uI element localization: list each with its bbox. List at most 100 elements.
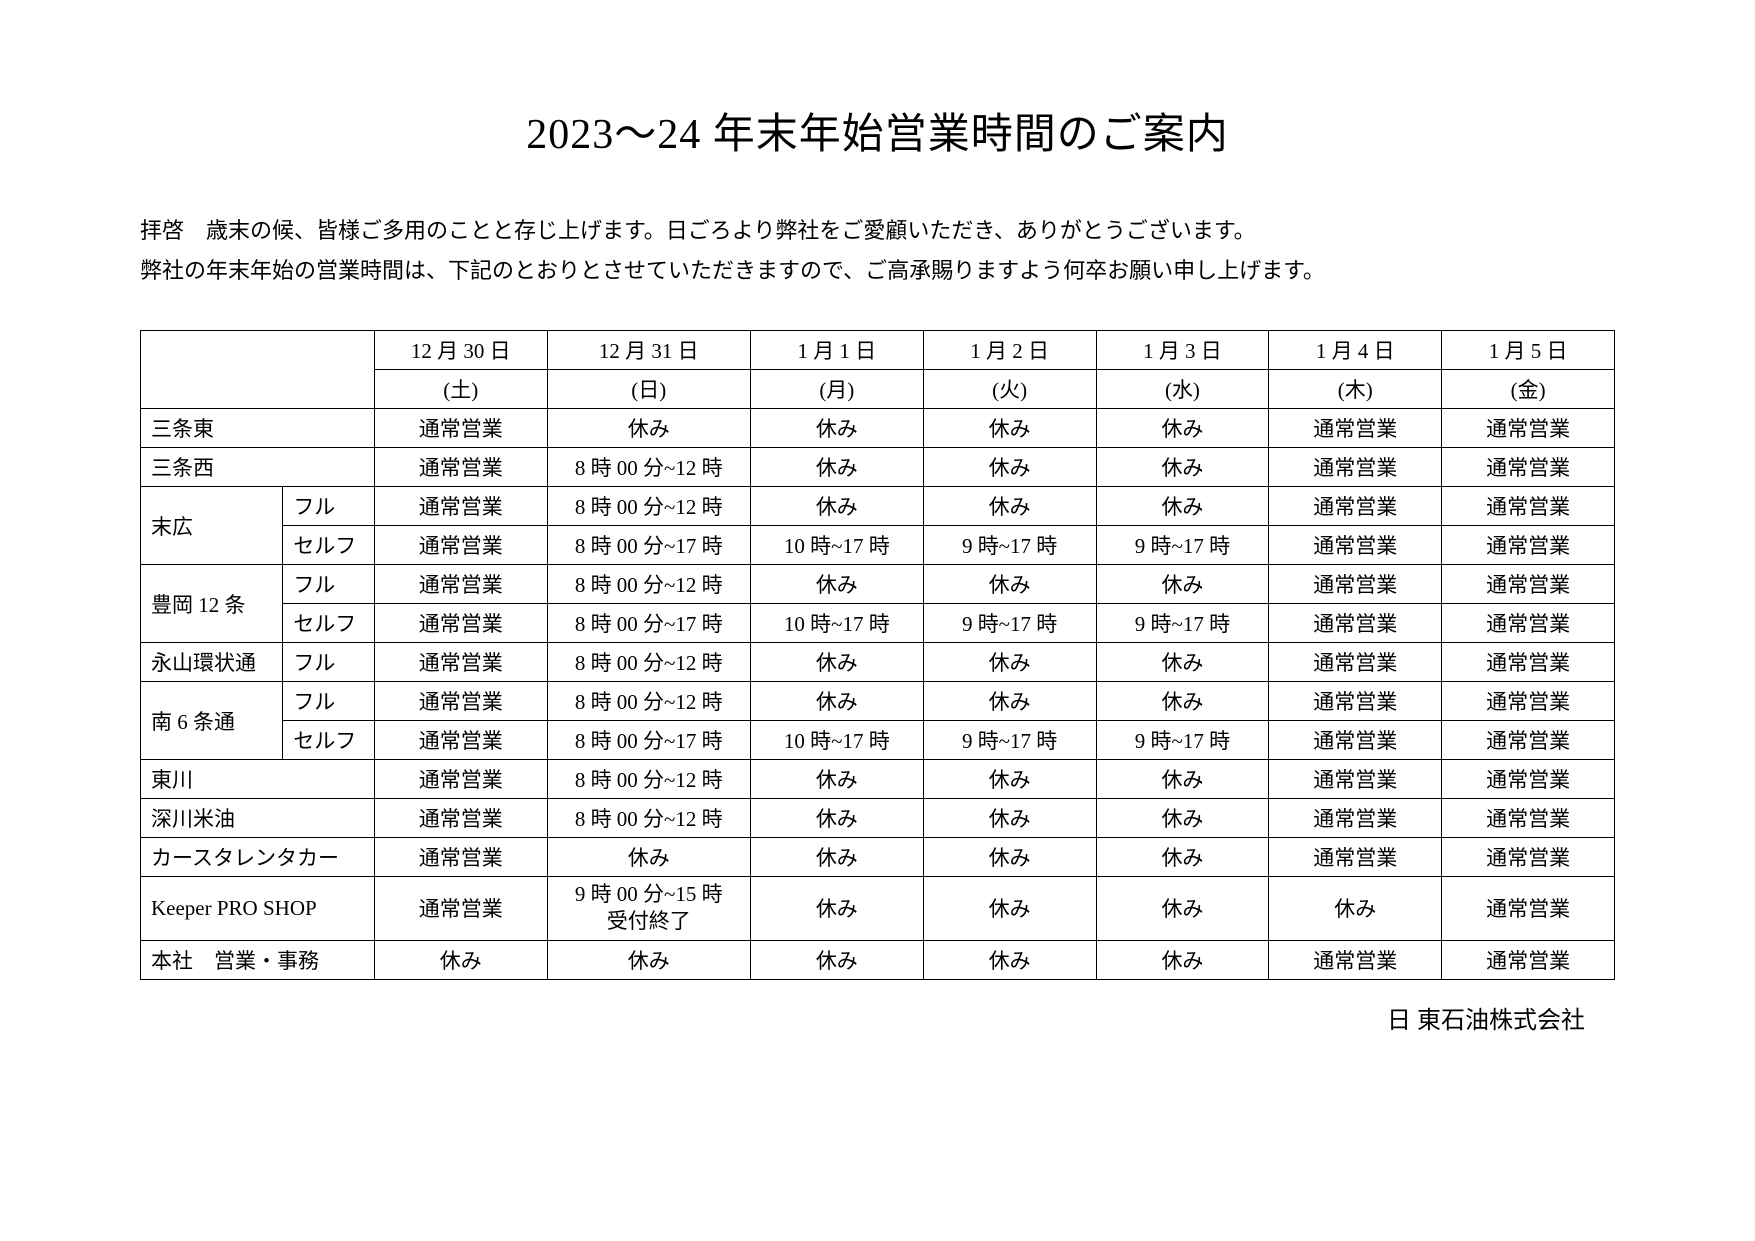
cell: 休み	[547, 838, 750, 877]
schedule-table: 12 月 30 日 12 月 31 日 1 月 1 日 1 月 2 日 1 月 …	[140, 330, 1615, 980]
col-date-3: 1 月 2 日	[923, 331, 1096, 370]
col-dow-6: (金)	[1442, 370, 1615, 409]
row-rental: カースタレンタカー	[141, 838, 375, 877]
cell: 9 時~17 時	[1096, 526, 1269, 565]
col-date-5: 1 月 4 日	[1269, 331, 1442, 370]
cell: 通常営業	[374, 565, 547, 604]
cell: 9 時~17 時	[923, 721, 1096, 760]
cell: 9 時~17 時	[1096, 721, 1269, 760]
cell: 休み	[1269, 877, 1442, 941]
cell: 通常営業	[1442, 940, 1615, 979]
table-row: 東川 通常営業 8 時 00 分~12 時 休み 休み 休み 通常営業 通常営業	[141, 760, 1615, 799]
cell: 休み	[547, 409, 750, 448]
col-date-4: 1 月 3 日	[1096, 331, 1269, 370]
col-date-1: 12 月 31 日	[547, 331, 750, 370]
row-fukagawa: 深川米油	[141, 799, 375, 838]
table-row: 深川米油 通常営業 8 時 00 分~12 時 休み 休み 休み 通常営業 通常…	[141, 799, 1615, 838]
cell: 通常営業	[374, 799, 547, 838]
row-sanjo-nishi: 三条西	[141, 448, 375, 487]
row-toyooka12: 豊岡 12 条	[141, 565, 283, 643]
cell: 休み	[923, 877, 1096, 941]
row-minami6: 南 6 条通	[141, 682, 283, 760]
row-sub-self: セルフ	[283, 721, 374, 760]
cell: 休み	[923, 940, 1096, 979]
cell: 通常営業	[374, 838, 547, 877]
cell: 休み	[1096, 409, 1269, 448]
cell: 通常営業	[374, 643, 547, 682]
table-row: セルフ 通常営業 8 時 00 分~17 時 10 時~17 時 9 時~17 …	[141, 526, 1615, 565]
table-row: 三条西 通常営業 8 時 00 分~12 時 休み 休み 休み 通常営業 通常営…	[141, 448, 1615, 487]
cell: 9 時~17 時	[1096, 604, 1269, 643]
page-title: 2023～24 年末年始営業時間のご案内	[140, 100, 1615, 161]
cell: 通常営業	[1269, 838, 1442, 877]
cell: 通常営業	[1269, 565, 1442, 604]
row-sub-self: セルフ	[283, 526, 374, 565]
col-dow-0: (土)	[374, 370, 547, 409]
cell: 休み	[1096, 565, 1269, 604]
row-nagayama: 永山環状通	[141, 643, 283, 682]
cell: 休み	[1096, 877, 1269, 941]
cell: 休み	[750, 643, 923, 682]
cell: 通常営業	[1269, 799, 1442, 838]
cell: 休み	[750, 682, 923, 721]
cell: 通常営業	[1442, 721, 1615, 760]
table-row: 末広 フル 通常営業 8 時 00 分~12 時 休み 休み 休み 通常営業 通…	[141, 487, 1615, 526]
cell: 通常営業	[374, 487, 547, 526]
cell: 休み	[1096, 643, 1269, 682]
cell: 10 時~17 時	[750, 604, 923, 643]
cell: 8 時 00 分~12 時	[547, 760, 750, 799]
cell: 通常営業	[1442, 799, 1615, 838]
cell: 通常営業	[1269, 643, 1442, 682]
cell: 通常営業	[1442, 877, 1615, 941]
cell: 通常営業	[1269, 940, 1442, 979]
cell: 8 時 00 分~12 時	[547, 799, 750, 838]
cell: 通常営業	[1269, 604, 1442, 643]
cell: 休み	[923, 487, 1096, 526]
cell: 通常営業	[1442, 409, 1615, 448]
cell: 休み	[923, 760, 1096, 799]
cell: 8 時 00 分~17 時	[547, 526, 750, 565]
row-sub-self: セルフ	[283, 604, 374, 643]
cell: 休み	[1096, 799, 1269, 838]
col-dow-4: (水)	[1096, 370, 1269, 409]
cell: 8 時 00 分~12 時	[547, 643, 750, 682]
row-sub-full: フル	[283, 487, 374, 526]
cell: 通常営業	[374, 682, 547, 721]
cell: 休み	[750, 799, 923, 838]
cell: 通常営業	[1442, 487, 1615, 526]
header-blank	[141, 331, 375, 409]
cell: 通常営業	[1442, 682, 1615, 721]
row-sanjo-higashi: 三条東	[141, 409, 375, 448]
row-sub-full: フル	[283, 643, 374, 682]
row-sub-full: フル	[283, 565, 374, 604]
cell: 通常営業	[374, 760, 547, 799]
cell: 通常営業	[1269, 760, 1442, 799]
table-row: セルフ 通常営業 8 時 00 分~17 時 10 時~17 時 9 時~17 …	[141, 721, 1615, 760]
header-row-dates: 12 月 30 日 12 月 31 日 1 月 1 日 1 月 2 日 1 月 …	[141, 331, 1615, 370]
cell: 休み	[1096, 448, 1269, 487]
cell: 通常営業	[1442, 838, 1615, 877]
table-row: カースタレンタカー 通常営業 休み 休み 休み 休み 通常営業 通常営業	[141, 838, 1615, 877]
col-dow-5: (木)	[1269, 370, 1442, 409]
row-keeper: Keeper PRO SHOP	[141, 877, 375, 941]
cell: 通常営業	[1269, 721, 1442, 760]
cell: 休み	[1096, 682, 1269, 721]
table-row: 三条東 通常営業 休み 休み 休み 休み 通常営業 通常営業	[141, 409, 1615, 448]
table-row: 永山環状通 フル 通常営業 8 時 00 分~12 時 休み 休み 休み 通常営…	[141, 643, 1615, 682]
cell: 通常営業	[1269, 487, 1442, 526]
cell: 休み	[547, 940, 750, 979]
cell: 休み	[923, 643, 1096, 682]
cell: 休み	[750, 565, 923, 604]
cell: 通常営業	[374, 526, 547, 565]
cell: 休み	[1096, 487, 1269, 526]
cell: 8 時 00 分~12 時	[547, 682, 750, 721]
cell: 休み	[923, 565, 1096, 604]
table-row: 南 6 条通 フル 通常営業 8 時 00 分~12 時 休み 休み 休み 通常…	[141, 682, 1615, 721]
cell: 通常営業	[1442, 565, 1615, 604]
cell: 通常営業	[1269, 682, 1442, 721]
cell: 休み	[750, 409, 923, 448]
cell: 休み	[750, 877, 923, 941]
cell: 通常営業	[374, 409, 547, 448]
row-honsha: 本社 営業・事務	[141, 940, 375, 979]
cell: 9 時 00 分~15 時 受付終了	[547, 877, 750, 941]
